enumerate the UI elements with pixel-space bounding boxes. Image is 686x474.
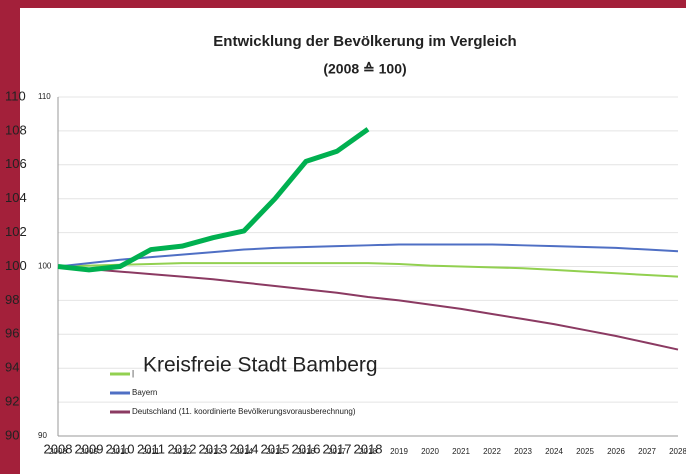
x-tick-label-small: 2024 bbox=[545, 447, 563, 456]
x-tick-label-small: 2014 bbox=[235, 447, 253, 456]
x-tick-label-small: 2015 bbox=[266, 447, 284, 456]
x-tick-label-small: 2009 bbox=[80, 447, 98, 456]
x-tick-label: 2017 bbox=[323, 441, 352, 456]
series-line bbox=[57, 243, 679, 268]
y-tick-label: 106 bbox=[5, 156, 27, 171]
x-tick-label-small: 2018 bbox=[359, 447, 377, 456]
x-tick-label: 2013 bbox=[199, 441, 228, 456]
x-tick-label: 2008 bbox=[44, 441, 73, 456]
y-tick-label: 102 bbox=[5, 224, 27, 239]
left-border bbox=[0, 0, 20, 474]
x-tick-label: 2009 bbox=[75, 441, 104, 456]
y-tick-label: 108 bbox=[5, 122, 27, 137]
x-tick-label-small: 2026 bbox=[607, 447, 625, 456]
y-tick-label: 92 bbox=[5, 394, 19, 409]
x-tick-label-small: 2019 bbox=[390, 447, 408, 456]
x-tick-label: 2014 bbox=[230, 441, 259, 456]
y-tick-label-small: 100 bbox=[38, 262, 52, 271]
legend-label: Bayern bbox=[132, 388, 157, 397]
x-tick-label-small: 2020 bbox=[421, 447, 439, 456]
x-tick-label-small: 2025 bbox=[576, 447, 594, 456]
x-tick-label-small: 2013 bbox=[204, 447, 222, 456]
x-tick-label: 2018 bbox=[354, 441, 383, 456]
x-tick-label-small: 2012 bbox=[173, 447, 191, 456]
y-tick-label: 90 bbox=[5, 427, 19, 442]
chart-subtitle: (2008 ≙ 100) bbox=[323, 61, 406, 77]
annotation: Kreisfreie Stadt Bamberg bbox=[143, 354, 378, 377]
x-tick-label-small: 2010 bbox=[111, 447, 129, 456]
chart-title: Entwicklung der Bevölkerung im Vergleich bbox=[213, 33, 516, 50]
x-tick-label: 2012 bbox=[168, 441, 197, 456]
x-tick-label-small: 2017 bbox=[328, 447, 346, 456]
y-tick-label: 98 bbox=[5, 292, 19, 307]
x-tick-label: 2015 bbox=[261, 441, 290, 456]
x-tick-label: 2011 bbox=[137, 441, 165, 456]
series-line bbox=[57, 262, 679, 278]
x-tick-label-small: 2022 bbox=[483, 447, 501, 456]
top-border bbox=[0, 0, 686, 8]
y-tick-label: 110 bbox=[5, 88, 26, 103]
y-tick-label: 96 bbox=[5, 326, 19, 341]
x-tick-label-small: 2008 bbox=[49, 447, 67, 456]
y-tick-label: 100 bbox=[5, 258, 27, 273]
series-line bbox=[57, 265, 679, 351]
y-tick-label-small: 90 bbox=[38, 431, 47, 440]
x-tick-label-small: 2027 bbox=[638, 447, 656, 456]
x-tick-label-small: 2023 bbox=[514, 447, 532, 456]
x-tick-label-small: 2011 bbox=[142, 447, 160, 456]
x-tick-label: 2010 bbox=[106, 441, 135, 456]
x-tick-label-small: 2016 bbox=[297, 447, 315, 456]
x-tick-label-small: 2021 bbox=[452, 447, 470, 456]
y-tick-label-small: 110 bbox=[38, 92, 51, 101]
y-tick-label: 94 bbox=[5, 360, 19, 375]
legend-label: Deutschland (11. koordinierte Bevölkerun… bbox=[132, 407, 356, 416]
x-tick-label-small: 2028 bbox=[669, 447, 686, 456]
y-tick-label: 104 bbox=[5, 190, 27, 205]
series-line bbox=[57, 127, 370, 273]
legend-label: | bbox=[132, 369, 134, 378]
x-tick-label: 2016 bbox=[292, 441, 321, 456]
